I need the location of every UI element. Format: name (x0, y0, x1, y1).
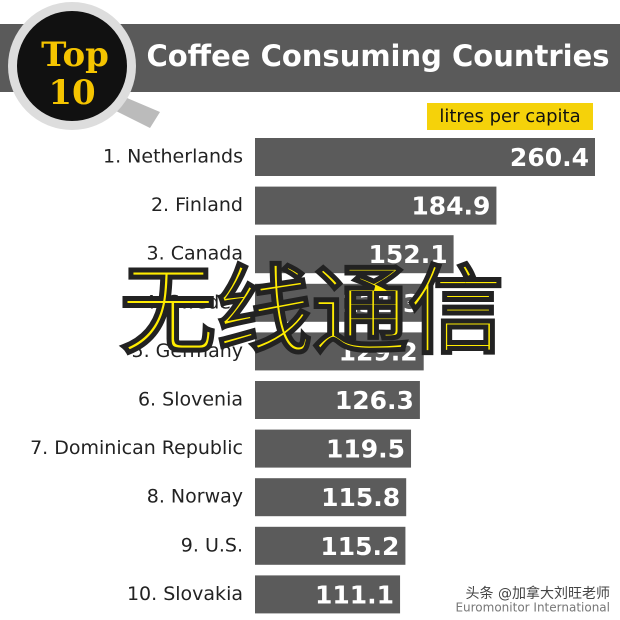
category-label: 5. Germany (132, 340, 244, 362)
bar (255, 478, 407, 517)
value-label: 126.3 (335, 386, 414, 415)
category-label: 7. Dominican Republic (30, 437, 243, 459)
value-label: 111.1 (315, 580, 394, 609)
value-label: 115.8 (321, 483, 400, 512)
value-label: 184.9 (411, 192, 490, 221)
value-label: 129.2 (339, 337, 418, 366)
bar (255, 526, 406, 565)
category-label: 8. Norway (147, 486, 243, 508)
value-label: 131.3 (341, 289, 420, 318)
category-label: 1. Netherlands (103, 146, 243, 168)
category-label: 4. Sweden (144, 291, 243, 313)
subtitle: litres per capita (439, 106, 580, 127)
bar (255, 283, 427, 322)
subtitle-box (427, 103, 593, 130)
value-label: 119.5 (326, 435, 405, 464)
overlay-text: 无线通信 (120, 255, 504, 367)
top-margin (0, 0, 620, 22)
chart-title: Coffee Consuming Countries (146, 39, 609, 73)
cup-coffee (17, 11, 127, 121)
value-label: 152.1 (369, 240, 448, 269)
source: Euromonitor International (455, 601, 610, 615)
category-label: 9. U.S. (181, 534, 243, 556)
bar (255, 138, 595, 176)
category-label: 10. Slovakia (127, 583, 243, 605)
bar (255, 381, 420, 419)
value-label: 115.2 (320, 532, 399, 561)
bar (255, 186, 497, 225)
value-label: 260.4 (510, 143, 589, 172)
logo-top: Top (41, 35, 109, 75)
logo-number: 10 (48, 73, 95, 113)
category-label: 3. Canada (147, 243, 243, 265)
watermark: 头条 @加拿大刘旺老师 (466, 585, 610, 602)
bar (255, 235, 454, 274)
bar (255, 332, 424, 371)
category-label: 6. Slovenia (138, 389, 243, 411)
bar (255, 429, 412, 468)
bar (255, 575, 401, 614)
category-label: 2. Finland (151, 194, 243, 216)
